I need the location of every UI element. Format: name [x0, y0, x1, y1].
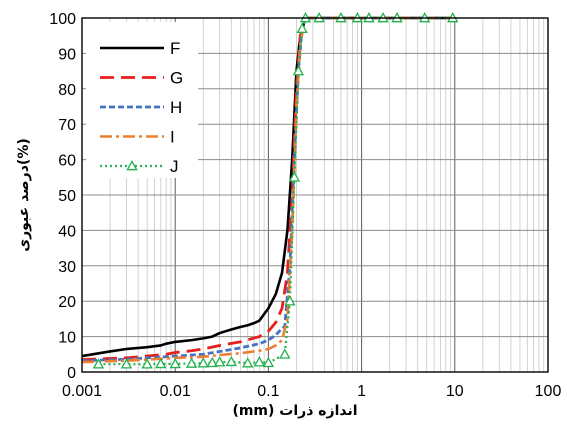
y-tick-label: 60	[58, 153, 76, 170]
data-point-J	[120, 358, 133, 369]
legend-label-H: H	[170, 98, 182, 117]
series-line-F	[81, 16, 455, 358]
legend-label-G: G	[170, 69, 183, 88]
plot-frame	[81, 17, 549, 373]
y-tick-label: 70	[58, 117, 76, 134]
y-tick-label: 90	[58, 46, 76, 63]
y-axis-ticks: 0 10 20 30 40 50 60 70 80 90 100	[49, 11, 76, 382]
series-line-G	[81, 16, 455, 362]
y-tick-label: 0	[67, 365, 76, 382]
x-tick-label: 10	[446, 383, 464, 400]
series-line-I	[81, 16, 455, 364]
x-tick-label: 1	[357, 383, 366, 400]
data-point-J	[206, 356, 218, 368]
data-point-J	[296, 22, 308, 33]
data-point-J	[155, 357, 167, 369]
data-point-J	[213, 356, 226, 367]
y-tick-label: 30	[58, 259, 76, 276]
data-point-J	[141, 358, 153, 369]
x-tick-label: 0.001	[62, 383, 102, 400]
data-point-J	[284, 295, 296, 306]
data-point-J	[292, 65, 305, 76]
y-tick-label: 40	[58, 223, 76, 240]
series-F	[81, 16, 455, 358]
y-tick-label: 50	[58, 188, 76, 205]
x-tick-label: 0.1	[257, 383, 279, 400]
data-point-J	[92, 358, 105, 369]
y-axis-title: (%)درصد عبوری	[16, 138, 32, 252]
data-point-J	[242, 357, 254, 368]
y-tick-label: 20	[58, 294, 76, 311]
series-I	[81, 16, 455, 364]
x-tick-label: 0.01	[160, 383, 191, 400]
legend-label-J: J	[170, 157, 179, 176]
x-axis-ticks: 0.001 0.01 0.1 1 10 100	[62, 383, 561, 400]
series-G	[81, 16, 455, 362]
y-tick-label: 100	[49, 11, 76, 28]
legend-marker-J	[126, 160, 138, 171]
data-point-J	[288, 171, 301, 182]
data-point-J	[169, 357, 181, 369]
data-point-J	[253, 356, 266, 367]
x-tick-label: 100	[535, 383, 562, 400]
data-point-J	[185, 357, 198, 368]
data-point-J	[197, 357, 209, 368]
data-point-J	[262, 356, 275, 368]
x-axis-title: اندازه ذرات (mm)	[232, 403, 357, 419]
legend-label-I: I	[170, 128, 175, 147]
legend-label-F: F	[170, 39, 180, 58]
data-point-J	[279, 348, 291, 359]
y-tick-label: 10	[58, 330, 76, 347]
y-tick-label: 80	[58, 82, 76, 99]
data-point-J	[225, 355, 238, 367]
